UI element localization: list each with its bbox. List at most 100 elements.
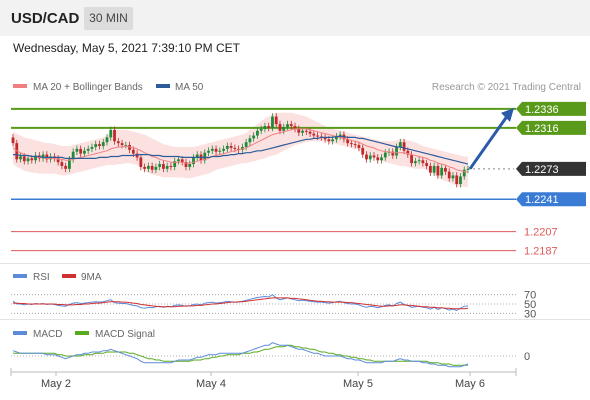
candle-body [421,160,425,164]
candle-body [131,149,135,154]
candle-body [188,164,192,167]
candle-body [101,142,105,146]
level-label-resistance: 1.2316 [525,123,559,135]
candle-body [98,144,101,146]
candle-body [120,143,124,146]
candle-body [278,124,282,131]
level-label-lower: 1.2207 [524,227,558,239]
candle-body [203,152,207,161]
candle-body [71,151,75,160]
candle-body [353,144,357,146]
candle-body [259,128,263,131]
candle-body [274,116,278,125]
legend-swatch-ma20 [13,84,27,88]
candle-body [64,165,68,169]
macd-line [12,342,469,368]
candle-body [271,116,274,128]
candle-body [331,139,335,142]
rsi-line [12,294,469,312]
legend-swatch-ma50 [156,84,170,88]
candle-body [282,126,286,131]
macd-signal-line [13,344,468,366]
level-badge-resistance [516,101,586,116]
x-tick-label: May 6 [455,378,485,390]
candle-body [376,157,380,161]
candle-body [34,155,37,161]
candle-body [428,165,432,173]
candle-body [26,158,30,162]
candle-body [139,157,143,167]
candle-body [436,165,440,176]
rsi-ma-line [13,297,469,310]
candle-body [346,139,350,144]
x-tick-label: May 2 [41,378,71,390]
candle-body [192,157,195,165]
candle-body [22,156,26,162]
candle-body [105,137,109,143]
legend-label-macd-signal: MACD Signal [95,329,155,340]
candle-body [451,175,455,179]
candle-body [297,128,301,133]
legend-swatch-rsi-ma [62,274,76,278]
candle-body [83,150,86,154]
candle-body [256,130,259,136]
candle-body [406,150,410,155]
candle-body [222,148,225,151]
level-label-lower: 1.2187 [524,246,558,258]
candle-body [195,154,199,158]
legend-label-rsi-ma: 9MA [81,272,102,283]
level-label-resistance: 1.2336 [525,104,559,116]
legend-swatch-macd [13,331,27,335]
candle-body [146,165,150,169]
candle-body [338,134,342,137]
candle-body [244,142,248,147]
candle-body [165,165,169,169]
candle-body [466,168,470,170]
legend-label-macd: MACD [33,329,62,340]
level-label-support: 1.2241 [525,194,559,206]
candle-body [327,139,331,142]
candle-body [459,176,462,185]
candle-body [90,146,94,149]
candle-body [440,167,444,176]
candle-body [413,161,417,164]
candle-body [380,157,383,161]
candle-body [425,163,429,166]
candle-body [383,152,387,158]
candle-body [252,135,256,139]
candle-body [350,143,353,145]
chart-datetime: Wednesday, May 5, 2021 7:39:10 PM CET [13,41,241,55]
legend-swatch-rsi [13,274,27,278]
candle-body [432,165,436,173]
header-bar: USD/CAD 30 MIN [0,0,590,36]
candle-body [410,154,413,164]
candle-body [177,159,180,162]
candle-body [184,162,188,167]
candle-body [60,162,64,166]
candle-body [357,145,361,148]
level-badge-current [516,161,586,176]
candle-body [169,165,173,167]
chart-credit: Research © 2021 Trading Central [432,82,581,93]
candle-body [391,151,395,156]
forecast-arrow-head [501,107,514,122]
candle-body [455,175,459,185]
timeframe-button[interactable]: 30 MIN [84,7,133,30]
x-tick-label: May 5 [343,378,373,390]
candle-body [162,164,165,169]
candle-body [75,148,79,152]
candle-body [19,156,22,160]
candle-body [173,161,177,167]
legend-label-rsi: RSI [33,272,50,283]
candle-body [361,147,365,155]
candle-body [56,158,60,163]
symbol-title: USD/CAD [11,10,80,27]
candle-body [135,153,139,158]
candle-body [402,142,406,151]
candle-body [79,148,83,154]
candle-body [286,124,289,127]
legend-label-ma20: MA 20 + Bollinger Bands [33,82,143,93]
candle-body [447,171,451,179]
candle-body [301,130,304,133]
